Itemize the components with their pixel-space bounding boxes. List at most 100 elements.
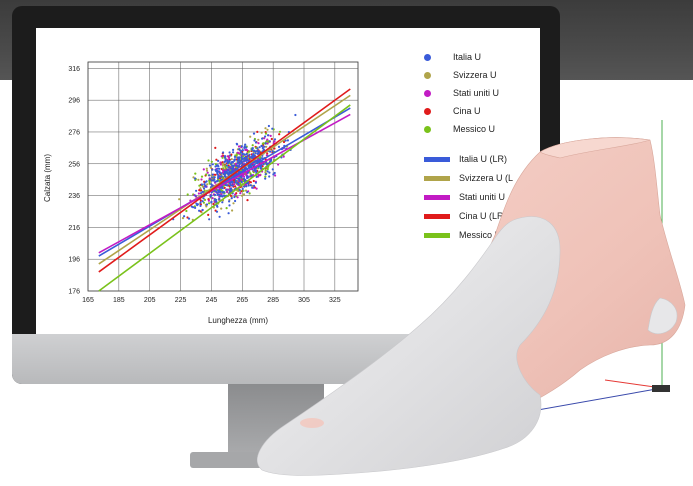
- scatter-point: [211, 184, 214, 187]
- scatter-point: [234, 163, 237, 166]
- legend-item-regression: Messico U: [424, 230, 501, 240]
- scatter-point: [227, 212, 230, 215]
- scatter-point: [286, 139, 289, 142]
- scatter-point: [234, 168, 237, 171]
- scatter-point: [242, 155, 245, 158]
- scatter-point: [229, 181, 232, 184]
- scatter-point: [202, 197, 205, 200]
- scatter-point: [241, 194, 244, 197]
- scatter-point: [221, 161, 224, 164]
- scatter-point: [218, 167, 221, 170]
- legend-swatch: [424, 232, 450, 238]
- scatter-point: [234, 181, 237, 184]
- scatter-point: [214, 146, 217, 149]
- scatter-point: [271, 150, 274, 153]
- scatter-point: [192, 206, 195, 209]
- scatter-point: [252, 184, 256, 187]
- scatter-point: [266, 167, 269, 171]
- scatter-point: [228, 200, 231, 203]
- scatter-point: [218, 171, 221, 174]
- y-tick-label: 236: [68, 193, 80, 200]
- legend-label: Stati uniti U: [453, 88, 500, 98]
- scatter-point: [238, 148, 241, 151]
- legend-swatch: [424, 175, 450, 181]
- scatter-point: [231, 167, 234, 170]
- scatter-point: [218, 215, 221, 218]
- scatter-point: [249, 184, 252, 187]
- scatter-point: [231, 184, 234, 187]
- scatter-point: [208, 218, 211, 221]
- scatter-point: [212, 179, 215, 182]
- scatter-point: [269, 159, 273, 162]
- legend-label: Messico U: [459, 230, 502, 240]
- scatter-point: [200, 183, 203, 186]
- scatter-point: [205, 169, 209, 172]
- scatter-point: [194, 194, 197, 197]
- regression-line: [98, 104, 351, 292]
- scatter-point: [248, 156, 252, 159]
- y-tick-label: 196: [68, 257, 80, 264]
- scatter-point: [224, 160, 227, 163]
- scatter-point: [266, 142, 269, 145]
- scatter-point: [294, 113, 297, 117]
- scatter-point: [255, 175, 258, 178]
- y-tick-label: 316: [68, 66, 80, 73]
- scatter-point: [267, 124, 270, 128]
- scatter-point: [236, 159, 239, 162]
- scatter-point: [245, 146, 248, 149]
- scatter-point: [210, 160, 213, 163]
- scatter-point: [236, 167, 239, 170]
- scatter-point: [249, 135, 252, 138]
- scatter-point: [251, 144, 254, 147]
- scatter-point: [248, 192, 251, 195]
- scatter-point: [241, 187, 244, 190]
- scatter-point: [217, 175, 220, 178]
- toe-highlight: [300, 418, 324, 428]
- scatter-point: [261, 142, 264, 145]
- scatter-point: [187, 217, 191, 220]
- scatter-point: [201, 208, 204, 212]
- scatter-point: [220, 207, 223, 210]
- scatter-point: [240, 155, 243, 159]
- scatter-point: [214, 168, 217, 171]
- scatter-point: [244, 189, 248, 192]
- scatter-point: [278, 130, 282, 133]
- scatter-point: [250, 174, 253, 177]
- legend-label: Cina U: [453, 106, 481, 116]
- scatter-point: [239, 149, 242, 152]
- legend-item-scatter: Svizzera U: [424, 70, 497, 80]
- scatter-point: [273, 138, 277, 141]
- scatter-point: [258, 146, 261, 149]
- scatter-point: [222, 194, 225, 197]
- scatter-point: [192, 176, 195, 179]
- x-axis-label: Lunghezza (mm): [208, 316, 268, 325]
- scatter-point: [216, 164, 219, 167]
- scatter-point: [268, 140, 271, 143]
- legend-label: Svizzera U: [453, 70, 497, 80]
- scatter-point: [260, 144, 263, 147]
- scatter-point: [208, 164, 211, 167]
- scatter-point: [219, 163, 222, 166]
- scatter-point: [226, 160, 229, 163]
- legend-item-scatter: Stati uniti U: [424, 88, 499, 98]
- scatter-point: [234, 185, 237, 188]
- scatter-point: [235, 154, 238, 157]
- scatter-point: [234, 193, 237, 196]
- scatter-point: [241, 149, 244, 152]
- scatter-point: [231, 181, 234, 184]
- y-tick-label: 256: [68, 161, 80, 168]
- x-tick-label: 245: [206, 297, 218, 304]
- scatter-point: [265, 145, 268, 148]
- scatter-point: [266, 134, 270, 137]
- scatter-point: [254, 181, 257, 184]
- scatter-point: [213, 193, 217, 196]
- scatter-point: [256, 147, 259, 150]
- scatter-point: [239, 192, 242, 195]
- scatter-point: [273, 147, 276, 150]
- scatter-point: [226, 162, 230, 165]
- scatter-point: [221, 201, 224, 204]
- legend-item-scatter: Cina U: [424, 106, 481, 116]
- scatter-point: [231, 171, 234, 174]
- scatter-point: [265, 163, 268, 166]
- legend-swatch: [424, 194, 450, 200]
